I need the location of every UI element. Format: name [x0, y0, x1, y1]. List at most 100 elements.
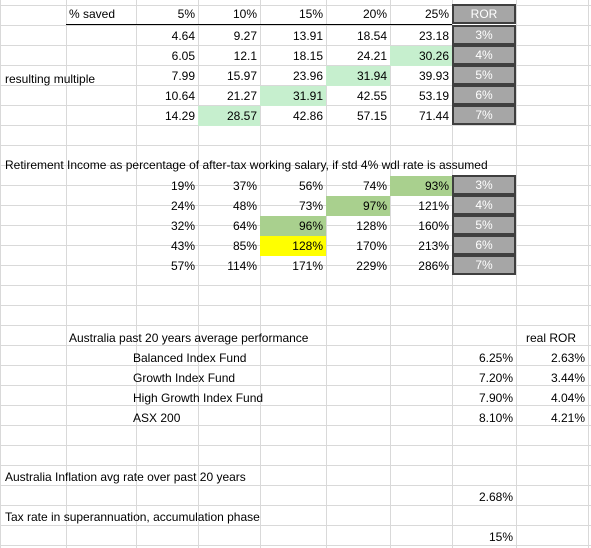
multiple-cell[interactable]: 71.44: [418, 109, 449, 123]
fund-real-balanced[interactable]: 2.63%: [550, 351, 585, 365]
ror-cell[interactable]: 6%: [452, 235, 516, 255]
fund-rate-growth[interactable]: 7.20%: [478, 371, 513, 385]
header-15pct[interactable]: 15%: [260, 4, 326, 25]
multiple-cell[interactable]: 18.54: [356, 29, 387, 43]
fund-name-asx200[interactable]: ASX 200: [133, 411, 181, 425]
tax-label[interactable]: Tax rate in superannuation, accumulation…: [5, 510, 260, 524]
multiple-cell[interactable]: 42.86: [292, 109, 323, 123]
income-pct-cell[interactable]: 93%: [390, 176, 452, 196]
fund-name-growth[interactable]: Growth Index Fund: [133, 371, 236, 385]
income-pct-cell[interactable]: 229%: [356, 259, 387, 273]
gridline-horizontal: [0, 145, 591, 146]
inflation-label[interactable]: Australia Inflation avg rate over past 2…: [5, 470, 246, 484]
ror-cell[interactable]: 4%: [452, 45, 516, 65]
gridline-horizontal: [0, 205, 591, 206]
income-pct-cell[interactable]: 48%: [232, 199, 257, 213]
multiple-cell[interactable]: 28.57: [198, 106, 260, 126]
income-pct-cell[interactable]: 96%: [260, 216, 326, 236]
inflation-value[interactable]: 2.68%: [478, 490, 513, 504]
income-pct-cell[interactable]: 286%: [418, 259, 449, 273]
multiple-cell[interactable]: 39.93: [418, 69, 449, 83]
fund-rate-balanced[interactable]: 6.25%: [478, 351, 513, 365]
multiple-cell[interactable]: 30.26: [390, 46, 452, 66]
income-pct-cell[interactable]: 32%: [170, 219, 195, 233]
income-pct-cell[interactable]: 128%: [260, 236, 326, 256]
ror-cell[interactable]: 7%: [452, 105, 516, 125]
table2-title[interactable]: Retirement Income as percentage of after…: [5, 158, 488, 172]
ror-cell[interactable]: 3%: [452, 25, 516, 45]
multiple-cell[interactable]: 6.05: [171, 49, 195, 63]
fund-name-high-growth[interactable]: High Growth Index Fund: [133, 391, 264, 405]
multiple-cell[interactable]: 14.29: [164, 109, 195, 123]
gridline-horizontal: [0, 405, 591, 406]
header-5pct[interactable]: 5%: [136, 4, 198, 25]
multiple-cell[interactable]: 24.21: [356, 49, 387, 63]
income-pct-cell[interactable]: 97%: [326, 196, 390, 216]
income-pct-cell[interactable]: 43%: [170, 239, 195, 253]
income-pct-cell[interactable]: 37%: [232, 179, 257, 193]
gridline-horizontal: [0, 445, 591, 446]
multiple-cell[interactable]: 4.64: [171, 29, 195, 43]
ror-cell[interactable]: 3%: [452, 175, 516, 195]
ror-cell[interactable]: 4%: [452, 195, 516, 215]
multiple-cell[interactable]: 31.91: [260, 86, 326, 106]
gridline-horizontal: [0, 325, 591, 326]
tax-value[interactable]: 15%: [488, 530, 513, 544]
gridline-vertical: [66, 0, 67, 548]
income-pct-cell[interactable]: 57%: [170, 259, 195, 273]
fund-real-high-growth[interactable]: 4.04%: [550, 391, 585, 405]
multiple-cell[interactable]: 15.97: [226, 69, 257, 83]
ror-cell[interactable]: 6%: [452, 85, 516, 105]
ror-cell[interactable]: 5%: [452, 215, 516, 235]
multiple-cell[interactable]: 18.15: [292, 49, 323, 63]
header-25pct[interactable]: 25%: [390, 4, 452, 25]
multiple-cell[interactable]: 23.18: [418, 29, 449, 43]
income-pct-cell[interactable]: 121%: [418, 199, 449, 213]
income-pct-cell[interactable]: 56%: [298, 179, 323, 193]
income-pct-cell[interactable]: 171%: [292, 259, 323, 273]
multiple-cell[interactable]: 12.1: [233, 49, 257, 63]
ror-cell[interactable]: 7%: [452, 255, 516, 275]
gridline-horizontal: [0, 285, 591, 286]
income-pct-cell[interactable]: 128%: [356, 219, 387, 233]
gridline-vertical: [260, 0, 261, 548]
income-pct-cell[interactable]: 24%: [170, 199, 195, 213]
multiple-cell[interactable]: 42.55: [356, 89, 387, 103]
header-10pct[interactable]: 10%: [198, 4, 260, 25]
income-pct-cell[interactable]: 160%: [418, 219, 449, 233]
header-20pct[interactable]: 20%: [326, 4, 390, 25]
gridline-horizontal: [0, 485, 591, 486]
multiple-cell[interactable]: 10.64: [164, 89, 195, 103]
gridline-horizontal: [0, 45, 591, 46]
income-pct-cell[interactable]: 85%: [232, 239, 257, 253]
income-pct-cell[interactable]: 73%: [298, 199, 323, 213]
multiple-cell[interactable]: 31.94: [326, 66, 390, 86]
multiple-cell[interactable]: 23.96: [292, 69, 323, 83]
real-ror-header[interactable]: real ROR: [525, 331, 576, 345]
multiple-cell[interactable]: 53.19: [418, 89, 449, 103]
ror-header[interactable]: ROR: [452, 4, 516, 24]
multiple-cell[interactable]: 7.99: [171, 69, 195, 83]
multiple-cell[interactable]: 21.27: [226, 89, 257, 103]
multiple-cell[interactable]: 13.91: [292, 29, 323, 43]
income-pct-cell[interactable]: 19%: [170, 179, 195, 193]
income-pct-cell[interactable]: 114%: [227, 259, 257, 273]
corner-label-percent-saved[interactable]: % saved: [66, 4, 136, 25]
gridline-horizontal: [0, 305, 591, 306]
income-pct-cell[interactable]: 170%: [356, 239, 387, 253]
multiple-cell[interactable]: 9.27: [233, 29, 257, 43]
australia-title[interactable]: Australia past 20 years average performa…: [69, 331, 309, 345]
fund-rate-high-growth[interactable]: 7.90%: [478, 391, 513, 405]
gridline-vertical: [516, 0, 517, 548]
row-label-resulting-multiple[interactable]: resulting multiple: [5, 72, 96, 86]
ror-cell[interactable]: 5%: [452, 65, 516, 85]
fund-name-balanced[interactable]: Balanced Index Fund: [133, 351, 247, 365]
income-pct-cell[interactable]: 64%: [232, 219, 257, 233]
fund-rate-asx200[interactable]: 8.10%: [478, 411, 513, 425]
fund-real-growth[interactable]: 3.44%: [550, 371, 585, 385]
multiple-cell[interactable]: 57.15: [356, 109, 387, 123]
income-pct-cell[interactable]: 74%: [362, 179, 387, 193]
income-pct-cell[interactable]: 213%: [418, 239, 449, 253]
fund-real-asx200[interactable]: 4.21%: [550, 411, 585, 425]
